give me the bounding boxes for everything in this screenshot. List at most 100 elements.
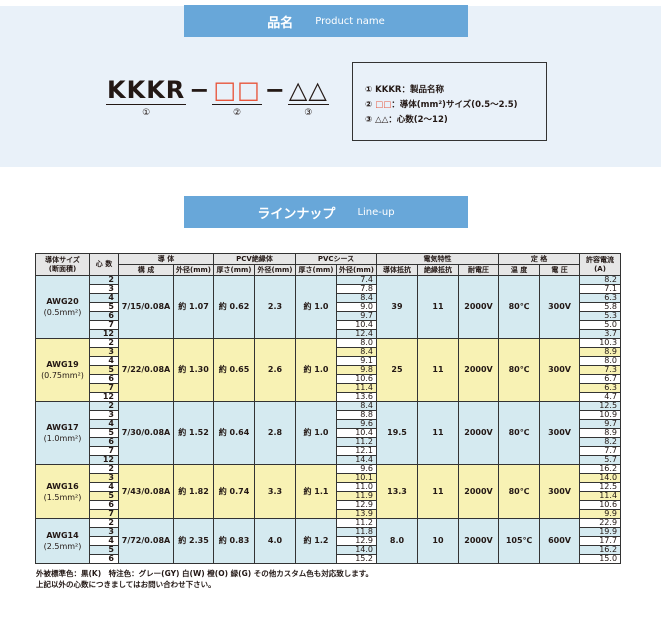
banner-title-jp: ラインナップ xyxy=(257,206,336,222)
cell-sheath-od: 9.0 xyxy=(336,302,377,312)
header-electrical: 電気特性 xyxy=(375,253,500,265)
cell-insulation-resistance: 11 xyxy=(417,401,459,465)
header-withstand-voltage: 耐電圧 xyxy=(457,264,500,276)
cell-sheath-od: 14.4 xyxy=(336,455,377,465)
cell-sheath-od: 9.7 xyxy=(336,311,377,321)
cell-cores: 7 xyxy=(89,446,119,456)
table-row: AWG19 (0.75mm²) 2 7/22/0.08A 約 1.30 約 0.65 2.6… xyxy=(35,338,622,402)
cell-cores: 3 xyxy=(89,284,119,294)
marker-2: ② xyxy=(233,108,242,118)
cell-construction: 7/15/0.08A xyxy=(118,275,174,339)
table-row: AWG17 (1.0mm²) 2 7/30/0.08A 約 1.52 約 0.64 2.8 約… xyxy=(35,401,622,465)
legend-symbol: KKKR xyxy=(375,85,402,95)
legend-symbol: △△ xyxy=(375,115,389,125)
cell-voltage: 300V xyxy=(539,401,581,465)
cell-cores: 7 xyxy=(89,320,119,330)
cell-cores: 5 xyxy=(89,545,119,555)
cell-sheath-od: 8.4 xyxy=(336,293,377,303)
cell-sheath-thickness: 約 1.0 xyxy=(295,401,337,465)
cell-construction: 7/22/0.08A xyxy=(118,338,174,402)
cell-sheath-od: 11.8 xyxy=(336,527,377,537)
cell-sheath-od: 11.2 xyxy=(336,518,377,528)
cell-cores: 2 xyxy=(89,464,119,474)
cell-sheath-od: 12.1 xyxy=(336,446,377,456)
cell-resistance: 39 xyxy=(376,275,418,339)
awg-label: AWG19 xyxy=(46,360,79,369)
cell-size: AWG16 (1.5mm²) xyxy=(35,464,90,519)
cell-current: 14.0 xyxy=(579,473,622,483)
table-row: 6 11.2 8.2 xyxy=(36,437,622,447)
cell-cores: 4 xyxy=(89,482,119,492)
cell-construction: 7/30/0.08A xyxy=(118,401,174,465)
header-insulation-resistance: 絶縁抵抗 xyxy=(417,264,459,276)
cell-current: 6.7 xyxy=(579,374,622,384)
cell-sheath-od: 7.8 xyxy=(336,284,377,294)
table-row: 3 8.4 8.9 xyxy=(36,347,622,357)
header-conductor: 導 体 xyxy=(118,253,214,265)
header-voltage: 電 圧 xyxy=(539,264,581,276)
cell-current: 7.7 xyxy=(579,446,622,456)
cell-insulation-resistance: 11 xyxy=(417,464,459,519)
code-segment-1: KKKR ① xyxy=(106,76,187,119)
cell-current: 4.7 xyxy=(579,392,622,402)
cell-current: 7.1 xyxy=(579,284,622,294)
lineup-section: 導体サイズ (断面積) 心 数 導 体 PCV絶縁体 PVCシース 電気特性 定 … xyxy=(35,253,622,590)
cell-sheath-od: 10.6 xyxy=(336,374,377,384)
awg-label: AWG17 xyxy=(46,423,79,432)
cell-conductor-od: 約 1.52 xyxy=(173,401,214,465)
cell-ins-od: 2.3 xyxy=(254,275,296,339)
cell-cores: 4 xyxy=(89,356,119,366)
cell-resistance: 13.3 xyxy=(376,464,418,519)
cell-cores: 3 xyxy=(89,473,119,483)
cell-cores: 2 xyxy=(89,518,119,528)
table-row: 3 11.8 19.9 xyxy=(36,527,622,537)
cell-current: 8.2 xyxy=(579,437,622,447)
header-size: 導体サイズ (断面積) xyxy=(35,253,90,276)
header-temperature: 温 度 xyxy=(498,264,541,276)
table-row: 7 13.9 9.9 xyxy=(36,509,622,519)
table-row: 6 9.7 5.3 xyxy=(36,311,622,321)
code-part-size: □□ xyxy=(212,76,262,105)
area-label: (0.5mm²) xyxy=(43,308,82,317)
legend-num: ② xyxy=(365,100,373,110)
cell-resistance: 19.5 xyxy=(376,401,418,465)
header-rating: 定 格 xyxy=(498,253,581,265)
header-sheath: PVCシース xyxy=(295,253,377,265)
cell-cores: 6 xyxy=(89,500,119,510)
cell-cores: 5 xyxy=(89,428,119,438)
cell-ins-od: 2.8 xyxy=(254,401,296,465)
cell-withstand-voltage: 2000V xyxy=(457,275,500,339)
cell-withstand-voltage: 2000V xyxy=(457,464,500,519)
table-row: 5 14.0 16.2 xyxy=(36,545,622,555)
cell-current: 10.3 xyxy=(579,338,622,348)
cell-current: 6.3 xyxy=(579,293,622,303)
header-sheath-od: 外径(mm) xyxy=(336,264,377,276)
area-label: (0.75mm²) xyxy=(41,371,84,380)
cell-sheath-od: 8.4 xyxy=(336,401,377,411)
code-part-product: KKKR xyxy=(106,76,187,105)
table-row: 7 11.4 6.3 xyxy=(36,383,622,393)
cell-current: 12.5 xyxy=(579,482,622,492)
cell-cores: 3 xyxy=(89,347,119,357)
cell-temperature: 80℃ xyxy=(498,275,541,339)
cell-current: 15.0 xyxy=(579,554,622,564)
header-ins-thickness: 厚さ(mm) xyxy=(213,264,255,276)
table-row: 4 12.9 17.7 xyxy=(36,536,622,546)
area-label: (1.0mm²) xyxy=(43,434,82,443)
cell-withstand-voltage: 2000V xyxy=(457,401,500,465)
cell-current: 16.2 xyxy=(579,464,622,474)
cell-cores: 6 xyxy=(89,437,119,447)
cell-withstand-voltage: 2000V xyxy=(457,338,500,402)
header-insulation: PCV絶縁体 xyxy=(213,253,296,265)
cell-current: 19.9 xyxy=(579,527,622,537)
cell-temperature: 105℃ xyxy=(498,518,541,564)
awg-label: AWG16 xyxy=(46,481,79,491)
cell-cores: 7 xyxy=(89,509,119,519)
cell-cores: 6 xyxy=(89,554,119,564)
cell-current: 5.7 xyxy=(579,455,622,465)
cell-cores: 5 xyxy=(89,365,119,375)
cell-cores: 7 xyxy=(89,383,119,393)
cell-sheath-od: 9.1 xyxy=(336,356,377,366)
cell-size: AWG17 (1.0mm²) xyxy=(35,401,90,465)
cell-ins-thickness: 約 0.83 xyxy=(213,518,255,564)
